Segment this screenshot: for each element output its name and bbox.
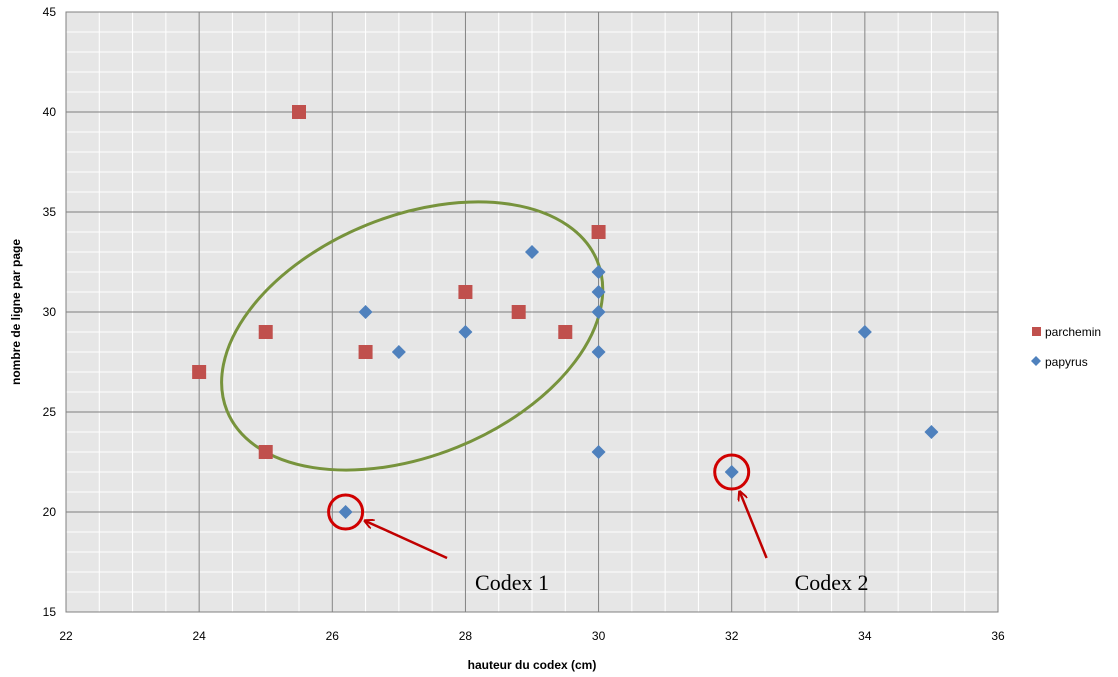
x-tick-label: 34 <box>858 629 872 643</box>
point-parchemin <box>592 225 606 239</box>
point-parchemin <box>292 105 306 119</box>
point-parchemin <box>512 305 526 319</box>
annotation-label: Codex 2 <box>795 570 869 595</box>
y-tick-label: 15 <box>43 605 57 619</box>
x-tick-label: 26 <box>326 629 340 643</box>
x-tick-label: 32 <box>725 629 739 643</box>
x-tick-label: 28 <box>459 629 473 643</box>
legend: parchemin papyrus <box>1031 325 1101 369</box>
y-tick-label: 30 <box>43 305 57 319</box>
point-parchemin <box>558 325 572 339</box>
y-tick-label: 40 <box>43 105 57 119</box>
x-tick-label: 30 <box>592 629 606 643</box>
annotation-label: Codex 1 <box>475 570 549 595</box>
x-axis-ticks: 22 24 26 28 30 32 34 36 <box>59 629 1005 643</box>
y-tick-label: 25 <box>43 405 57 419</box>
x-tick-label: 36 <box>991 629 1005 643</box>
legend-swatch-parchemin <box>1032 327 1041 336</box>
point-parchemin <box>259 325 273 339</box>
point-parchemin <box>259 445 273 459</box>
legend-item-parchemin: parchemin <box>1032 325 1101 339</box>
legend-label-parchemin: parchemin <box>1045 325 1101 339</box>
point-parchemin <box>458 285 472 299</box>
legend-label-papyrus: papyrus <box>1045 355 1088 369</box>
y-axis-ticks: 15 20 25 30 35 40 45 <box>43 5 57 619</box>
y-tick-label: 35 <box>43 205 57 219</box>
legend-item-papyrus: papyrus <box>1031 355 1088 369</box>
x-tick-label: 24 <box>192 629 206 643</box>
x-axis-title: hauteur du codex (cm) <box>468 658 597 672</box>
point-parchemin <box>192 365 206 379</box>
point-parchemin <box>359 345 373 359</box>
y-tick-label: 20 <box>43 505 57 519</box>
y-axis-title: nombre de ligne par page <box>9 239 23 385</box>
legend-swatch-papyrus <box>1031 356 1041 366</box>
y-tick-label: 45 <box>43 5 57 19</box>
x-tick-label: 22 <box>59 629 73 643</box>
